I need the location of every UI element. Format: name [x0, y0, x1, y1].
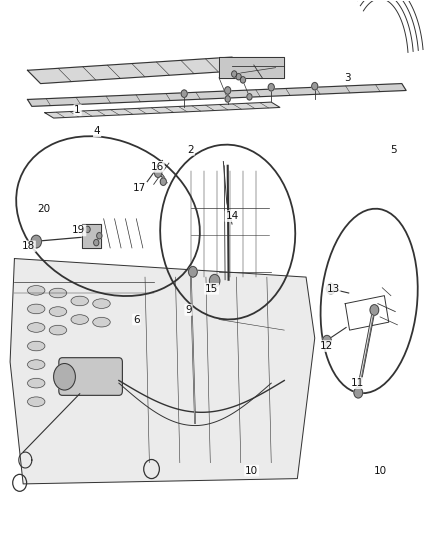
Ellipse shape: [71, 315, 88, 324]
Circle shape: [97, 232, 102, 239]
Text: 3: 3: [344, 73, 351, 83]
Circle shape: [240, 77, 246, 83]
Circle shape: [232, 71, 237, 77]
Text: 11: 11: [351, 378, 364, 388]
Polygon shape: [45, 102, 280, 118]
Circle shape: [53, 364, 75, 390]
Circle shape: [155, 169, 162, 177]
Circle shape: [326, 284, 335, 294]
Circle shape: [94, 239, 99, 246]
Ellipse shape: [28, 360, 45, 369]
Circle shape: [247, 94, 252, 100]
Text: 14: 14: [226, 211, 239, 221]
Ellipse shape: [49, 307, 67, 317]
Circle shape: [370, 305, 379, 316]
Circle shape: [236, 74, 241, 80]
Circle shape: [85, 226, 90, 232]
Text: 16: 16: [151, 162, 164, 172]
Ellipse shape: [49, 325, 67, 335]
Circle shape: [225, 87, 231, 94]
Text: 13: 13: [326, 284, 339, 294]
Ellipse shape: [28, 378, 45, 388]
Text: 10: 10: [245, 466, 258, 475]
Ellipse shape: [93, 317, 110, 327]
FancyBboxPatch shape: [59, 358, 122, 395]
Text: 10: 10: [374, 466, 387, 475]
Ellipse shape: [71, 296, 88, 306]
Text: 9: 9: [185, 305, 192, 315]
Ellipse shape: [28, 322, 45, 332]
Polygon shape: [82, 224, 102, 248]
Circle shape: [225, 96, 230, 102]
Text: 4: 4: [94, 126, 100, 136]
Text: 1: 1: [74, 105, 81, 115]
Circle shape: [181, 90, 187, 98]
Ellipse shape: [93, 299, 110, 309]
Text: 6: 6: [133, 314, 140, 325]
Ellipse shape: [49, 288, 67, 298]
Circle shape: [312, 83, 318, 90]
Polygon shape: [219, 57, 284, 78]
Ellipse shape: [28, 341, 45, 351]
Ellipse shape: [28, 286, 45, 295]
Ellipse shape: [28, 397, 45, 407]
Circle shape: [268, 84, 274, 91]
Ellipse shape: [28, 304, 45, 314]
Circle shape: [31, 235, 42, 248]
Text: 18: 18: [22, 241, 35, 252]
Text: 17: 17: [133, 183, 146, 193]
Text: 15: 15: [205, 284, 218, 294]
Text: 2: 2: [187, 145, 194, 155]
Circle shape: [188, 266, 197, 277]
Polygon shape: [10, 259, 315, 484]
Polygon shape: [28, 84, 406, 107]
Circle shape: [354, 387, 363, 398]
Polygon shape: [28, 57, 245, 84]
Text: 12: 12: [320, 341, 334, 351]
Circle shape: [209, 274, 220, 287]
Text: 5: 5: [390, 145, 396, 155]
Circle shape: [322, 335, 331, 346]
Circle shape: [160, 178, 166, 185]
Text: 19: 19: [72, 225, 85, 236]
Text: 20: 20: [38, 204, 51, 214]
